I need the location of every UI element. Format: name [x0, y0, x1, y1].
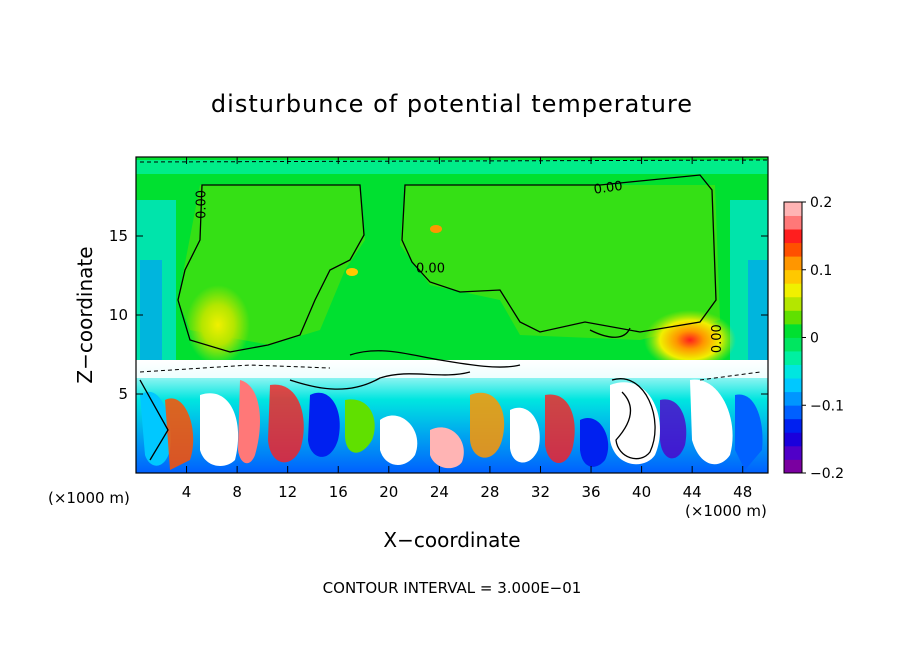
colorbar-swatch: [784, 269, 802, 284]
x-unit-label-right: (×1000 m): [685, 502, 767, 520]
x-tick-label: 8: [232, 483, 242, 501]
heatmap-field: [136, 157, 768, 473]
y-axis-label: Z−coordinate: [73, 246, 97, 383]
y-tick-label: 5: [118, 385, 128, 403]
colorbar-swatch: [784, 242, 802, 257]
colorbar-swatch: [784, 459, 802, 474]
colorbar-swatch: [784, 378, 802, 393]
colorbar-swatch: [784, 296, 802, 311]
colorbar-tick-label: −0.1: [810, 398, 844, 414]
colorbar-swatch: [784, 405, 802, 420]
colorbar-swatch: [784, 337, 802, 352]
colorbar: 0.2 0.1 0 −0.1 −0.2: [783, 195, 844, 482]
y-tick-label: 10: [109, 306, 128, 324]
colorbar-tick-label: 0.1: [810, 263, 832, 279]
x-tick-label: 36: [581, 483, 600, 501]
contour-label: 0.00: [710, 324, 725, 353]
y-tick-label: 15: [109, 227, 128, 245]
x-tick-label: 4: [182, 483, 192, 501]
colorbar-tick-label: −0.2: [810, 466, 844, 482]
x-unit-label: (×1000 m): [48, 489, 130, 507]
colorbar-swatch: [784, 445, 802, 460]
x-tick-label: 20: [379, 483, 398, 501]
colorbar-tick-label: 0.2: [810, 195, 832, 211]
colorbar-swatch: [784, 432, 802, 447]
contour-label: 0.00: [593, 179, 624, 198]
colorbar-swatch: [784, 351, 802, 365]
x-tick-label: 28: [480, 483, 499, 501]
contour-interval-text: CONTOUR INTERVAL = 3.000E−01: [323, 579, 582, 597]
x-tick-label: 16: [329, 483, 348, 501]
colorbar-swatch: [784, 391, 802, 406]
x-tick-label: 48: [733, 483, 752, 501]
chart-title: disturbunce of potential temperature: [211, 90, 693, 118]
colorbar-swatch: [784, 229, 802, 244]
contour-label: 0.00: [416, 261, 445, 276]
colorbar-swatch: [784, 283, 802, 298]
colorbar-swatch: [784, 364, 802, 379]
colorbar-swatch: [784, 310, 802, 325]
x-axis-label: X−coordinate: [383, 528, 520, 552]
y-axis: 5 10 15: [109, 227, 768, 403]
contour-labels: 0.00 0.00 0.00 0.00: [195, 179, 726, 353]
colorbar-swatch: [784, 202, 802, 216]
x-tick-label: 12: [278, 483, 297, 501]
colorbar-tick-label: 0: [810, 331, 819, 347]
colorbar-swatch: [784, 323, 802, 338]
colorbar-swatch: [784, 215, 802, 230]
x-tick-label: 32: [531, 483, 550, 501]
x-axis: 4 8 12 16 20 24 28 32 36 40 44 48: [182, 157, 752, 501]
x-tick-label: 40: [632, 483, 651, 501]
x-tick-label: 24: [430, 483, 449, 501]
colorbar-swatch: [784, 418, 802, 433]
x-tick-label: 44: [683, 483, 702, 501]
contour-label: 0.00: [195, 190, 210, 219]
colorbar-swatch: [784, 256, 802, 271]
